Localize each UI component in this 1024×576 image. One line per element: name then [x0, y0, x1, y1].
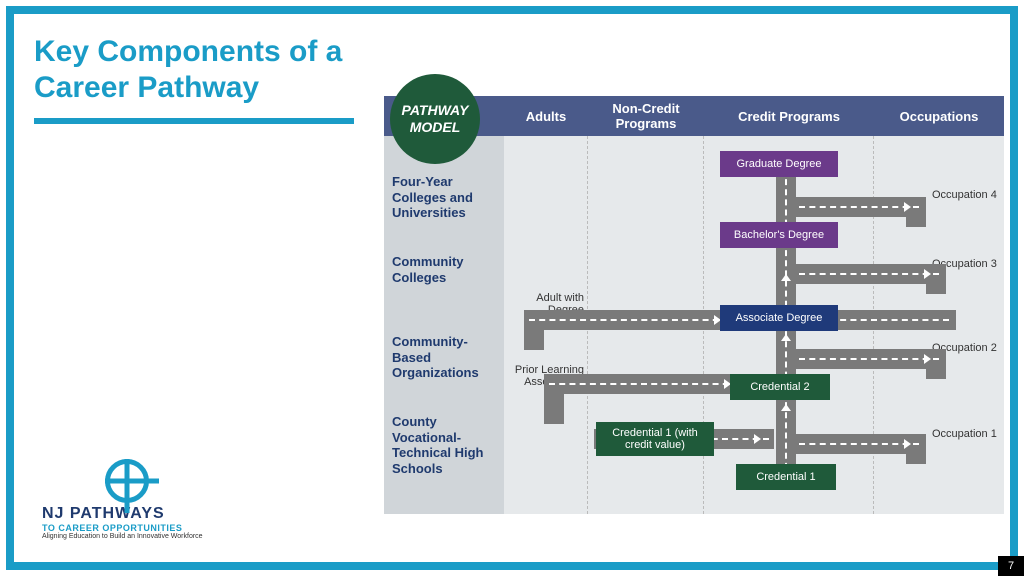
occ-1: Occupation 1 [932, 428, 997, 440]
node-credential1: Credential 1 [736, 464, 836, 490]
hdr-noncredit: Non-Credit Programs [588, 101, 704, 131]
page-title: Key Components of a Career Pathway [34, 34, 364, 106]
logo-line3: Aligning Education to Build an Innovativ… [42, 533, 212, 540]
node-associate: Associate Degree [720, 305, 838, 331]
logo-line2: TO CAREER OPPORTUNITIES [42, 523, 212, 533]
node-bachelor: Bachelor's Degree [720, 222, 838, 248]
hdr-adults: Adults [504, 109, 588, 124]
hdr-occupations: Occupations [874, 109, 1004, 124]
slide-frame: Key Components of a Career Pathway NJ PA… [6, 6, 1018, 570]
brand-logo: NJ PATHWAYS TO CAREER OPPORTUNITIES Alig… [42, 459, 212, 540]
logo-mark [105, 459, 149, 503]
row-cvths: County Vocational-Technical High Schools [392, 414, 496, 476]
node-credential2: Credential 2 [730, 374, 830, 400]
pathway-model-circle: PATHWAY MODEL [390, 74, 480, 164]
row-community: Community Colleges [392, 254, 496, 285]
title-underline [34, 118, 354, 124]
node-graduate: Graduate Degree [720, 151, 838, 177]
row-fouryear: Four-Year Colleges and Universities [392, 174, 496, 221]
row-cbo: Community-Based Organizations [392, 334, 496, 381]
node-credential1cv: Credential 1 (with credit value) [596, 422, 714, 456]
pathway-diagram: Adults Non-Credit Programs Credit Progra… [384, 74, 1004, 514]
occ-4: Occupation 4 [932, 189, 997, 201]
page-number: 7 [998, 556, 1024, 576]
hdr-credit: Credit Programs [704, 109, 874, 124]
